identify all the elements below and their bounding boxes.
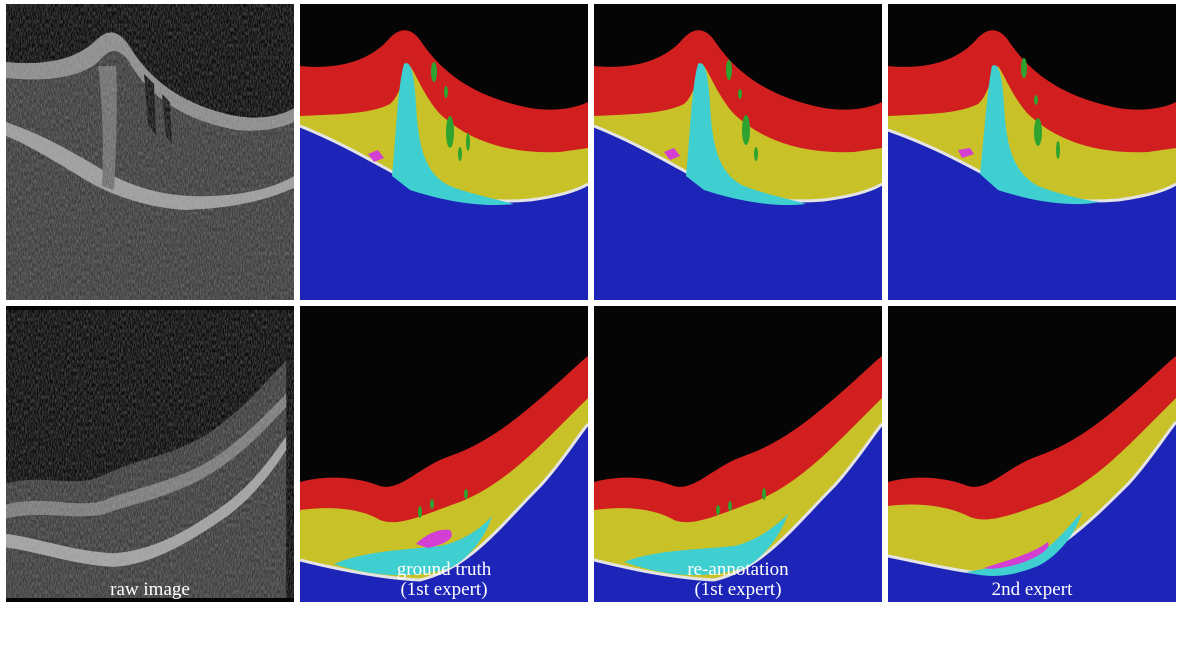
caption-raw-image: raw image	[6, 580, 294, 602]
panel-top-re-annotation	[594, 4, 882, 300]
segmentation-map-top-re-annotation	[594, 4, 882, 300]
segmentation-map-top-second-expert	[888, 4, 1176, 300]
caption-second-expert: 2nd expert	[888, 580, 1176, 602]
caption-line-1: ground truth	[396, 559, 492, 580]
caption-line-2: (1st expert)	[694, 579, 782, 600]
caption-ground-truth: ground truth (1st expert)	[300, 560, 588, 602]
panel-top-raw-image	[6, 4, 294, 300]
panel-top-ground-truth	[300, 4, 588, 300]
segmentation-map-top-ground-truth	[300, 4, 588, 300]
segmentation-map-bottom-second-expert	[888, 306, 1176, 602]
caption-re-annotation: re-annotation (1st expert)	[594, 560, 882, 602]
segmentation-map-bottom-re-annotation	[594, 306, 882, 602]
panel-top-second-expert	[888, 4, 1176, 300]
panel-bottom-ground-truth: ground truth (1st expert)	[300, 306, 588, 602]
segmentation-map-bottom-ground-truth	[300, 306, 588, 602]
caption-line-1: re-annotation	[687, 559, 789, 580]
caption-line-1: 2nd expert	[991, 579, 1073, 600]
panel-bottom-second-expert: 2nd expert	[888, 306, 1176, 602]
panel-bottom-re-annotation: re-annotation (1st expert)	[594, 306, 882, 602]
caption-line-1: raw image	[110, 579, 190, 600]
panel-bottom-raw-image: raw image	[6, 306, 294, 602]
oct-raw-scan-bottom	[6, 310, 294, 598]
oct-raw-scan-top	[6, 4, 294, 300]
caption-line-2: (1st expert)	[400, 579, 488, 600]
